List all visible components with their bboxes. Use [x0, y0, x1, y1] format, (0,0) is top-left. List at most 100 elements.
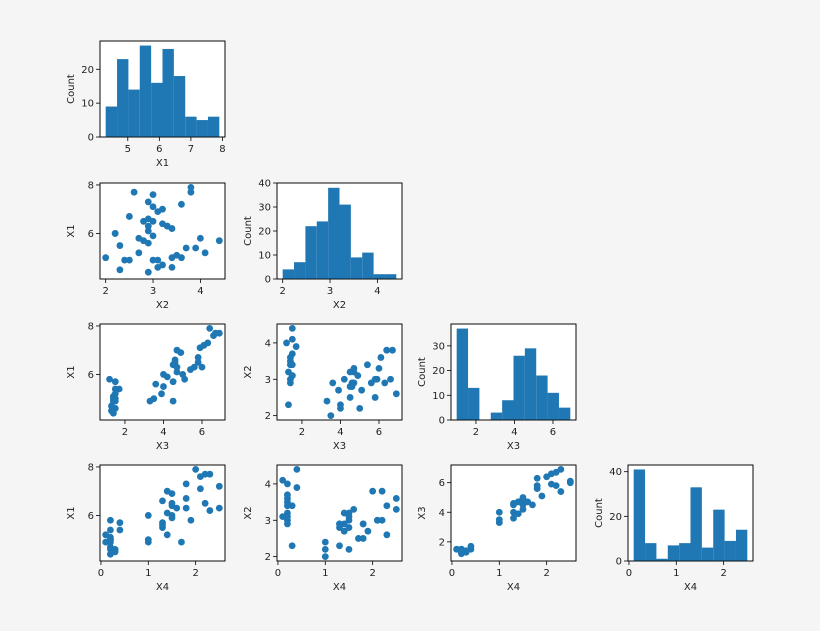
- point: [154, 256, 162, 264]
- point: [514, 510, 522, 518]
- bar: [373, 274, 385, 279]
- bar: [196, 120, 208, 137]
- bar: [547, 392, 559, 420]
- bar: [282, 269, 295, 279]
- point: [187, 188, 195, 196]
- point: [144, 222, 152, 230]
- y-tick-label: 10: [81, 99, 94, 110]
- point: [377, 354, 385, 361]
- y-axis-label: X1: [66, 224, 77, 237]
- point: [116, 242, 124, 249]
- x-tick-label: 5: [125, 144, 131, 155]
- y-tick-label: 6: [439, 478, 445, 489]
- point: [178, 200, 185, 208]
- y-axis-label: X3: [417, 506, 428, 519]
- point: [158, 390, 165, 398]
- point: [116, 519, 124, 527]
- point: [102, 254, 110, 262]
- point: [350, 364, 358, 372]
- point: [557, 488, 565, 495]
- point: [108, 407, 115, 415]
- point: [168, 225, 176, 232]
- point: [144, 536, 152, 544]
- point: [329, 379, 337, 387]
- x-tick-label: 1: [673, 568, 679, 579]
- point: [359, 535, 367, 542]
- y-tick-label: 10: [432, 391, 445, 402]
- point: [514, 498, 522, 506]
- point: [345, 516, 353, 524]
- point: [187, 366, 194, 373]
- y-tick-label: 6: [88, 229, 94, 240]
- point: [358, 386, 366, 394]
- point: [194, 358, 202, 366]
- bar: [117, 59, 129, 137]
- bar: [362, 252, 374, 279]
- y-axis-label: Count: [417, 357, 428, 387]
- point: [152, 380, 160, 388]
- point: [557, 465, 565, 473]
- point: [543, 473, 551, 481]
- point: [538, 492, 546, 500]
- point: [144, 198, 152, 206]
- plot-frame: [627, 464, 754, 562]
- point: [149, 203, 157, 211]
- x-tick-label: 0: [626, 568, 632, 579]
- point: [533, 482, 541, 490]
- point: [111, 385, 119, 393]
- y-tick-label: 10: [258, 251, 271, 262]
- x-tick-label: 4: [197, 286, 203, 297]
- y-tick-label: 8: [88, 321, 94, 332]
- x-tick-label: 3: [327, 286, 333, 297]
- x-axis-label: X3: [333, 441, 346, 452]
- point: [173, 504, 181, 512]
- bar: [316, 221, 329, 279]
- point: [392, 505, 400, 513]
- plot-frame: [99, 464, 226, 562]
- point: [125, 213, 133, 220]
- x-axis-label: X3: [156, 441, 169, 452]
- point: [381, 379, 389, 387]
- point: [355, 535, 362, 542]
- point: [144, 227, 152, 235]
- bar: [735, 529, 748, 561]
- point: [286, 379, 294, 387]
- subplot: 2 4 6 0 10 20 30 X3 Count: [417, 323, 577, 452]
- point: [346, 394, 354, 401]
- point: [356, 404, 364, 412]
- point: [321, 538, 329, 546]
- bar: [713, 509, 725, 561]
- x-tick-label: 2: [122, 427, 128, 438]
- point: [111, 390, 119, 398]
- point: [182, 244, 190, 252]
- point: [182, 480, 190, 488]
- x-axis-label: X4: [333, 582, 346, 593]
- point: [200, 341, 208, 349]
- point: [201, 470, 209, 478]
- x-tick-label: 6: [376, 427, 382, 438]
- y-tick-label: 40: [258, 179, 271, 190]
- plot-frame: [99, 323, 226, 421]
- x-tick-label: 6: [550, 427, 556, 438]
- point: [392, 390, 400, 398]
- y-tick-label: 0: [616, 557, 622, 568]
- x-axis-label: X4: [507, 582, 520, 593]
- bar: [490, 412, 503, 420]
- y-tick-label: 6: [88, 370, 94, 381]
- point: [135, 249, 143, 257]
- point: [378, 487, 386, 495]
- point: [215, 504, 223, 512]
- point: [284, 480, 291, 488]
- x-axis-label: X2: [333, 300, 346, 311]
- point: [321, 545, 329, 553]
- point: [163, 531, 171, 539]
- y-tick-label: 3: [265, 516, 271, 527]
- y-axis-label: X1: [66, 506, 77, 519]
- point: [340, 375, 348, 383]
- point: [173, 368, 181, 376]
- point: [340, 527, 348, 535]
- point: [198, 363, 206, 371]
- x-tick-label: 8: [219, 144, 225, 155]
- point: [111, 397, 119, 405]
